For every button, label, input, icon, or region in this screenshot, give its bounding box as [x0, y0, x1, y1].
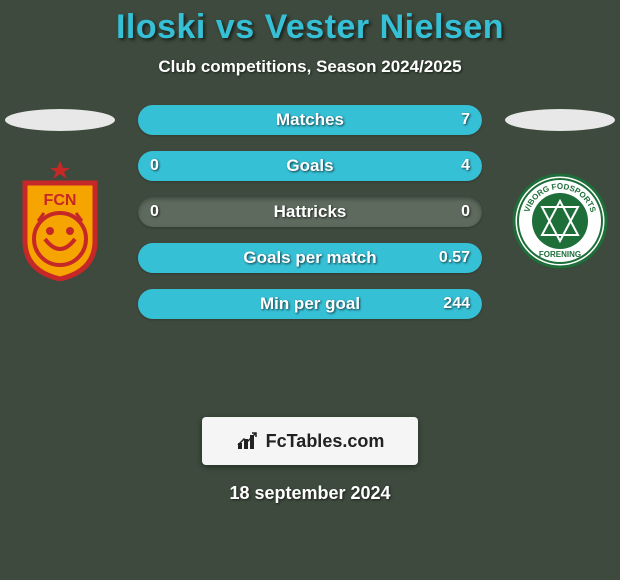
player-right-column: VIBORG FODSPORTS FORENING: [500, 105, 620, 281]
player-right-shadow: [505, 109, 615, 131]
stat-value-right: 244: [443, 289, 470, 319]
player-left-column: FCN: [0, 105, 120, 281]
stat-row: Min per goal244: [138, 289, 482, 319]
stat-value-left: 0: [150, 197, 159, 227]
club-crest-right: VIBORG FODSPORTS FORENING: [510, 161, 610, 281]
stat-value-right: 0.57: [439, 243, 470, 273]
watermark-text: FcTables.com: [266, 431, 385, 452]
stat-row: Matches7: [138, 105, 482, 135]
stat-label: Goals: [138, 151, 482, 181]
svg-text:FORENING: FORENING: [539, 250, 581, 259]
comparison-card: Iloski vs Vester Nielsen Club competitio…: [0, 0, 620, 580]
svg-text:FCN: FCN: [44, 192, 77, 209]
stat-row: Hattricks0 0: [138, 197, 482, 227]
stat-value-right: 0: [461, 197, 470, 227]
bar-chart-icon: [236, 431, 260, 451]
fcn-crest-icon: FCN: [10, 161, 110, 281]
stat-label: Hattricks: [138, 197, 482, 227]
stat-value-left: 0: [150, 151, 159, 181]
stat-label: Goals per match: [138, 243, 482, 273]
date-text: 18 september 2024: [0, 483, 620, 504]
player-left-shadow: [5, 109, 115, 131]
stat-label: Matches: [138, 105, 482, 135]
page-title: Iloski vs Vester Nielsen: [0, 0, 620, 47]
stat-row: Goals per match0.57: [138, 243, 482, 273]
main-content: FCN VIBORG FODSPORTS: [0, 105, 620, 405]
viborg-crest-icon: VIBORG FODSPORTS FORENING: [510, 171, 610, 271]
watermark: FcTables.com: [202, 417, 418, 465]
club-crest-left: FCN: [10, 161, 110, 281]
stat-row: Goals0 4: [138, 151, 482, 181]
stat-label: Min per goal: [138, 289, 482, 319]
stat-value-right: 7: [461, 105, 470, 135]
subtitle: Club competitions, Season 2024/2025: [0, 57, 620, 77]
stat-value-right: 4: [461, 151, 470, 181]
stats-bars: Matches7Goals04Hattricks00Goals per matc…: [138, 105, 482, 335]
